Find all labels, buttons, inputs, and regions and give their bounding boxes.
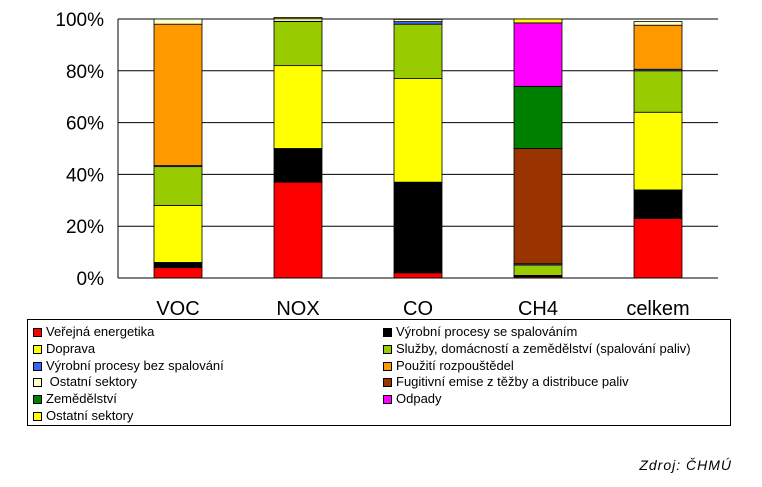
legend-label: Výrobní procesy se spalováním xyxy=(396,324,578,339)
legend-swatch xyxy=(33,361,42,371)
legend-item: Odpady xyxy=(383,391,442,407)
bar-segment-2-2 xyxy=(393,78,443,183)
source-note: Zdroj: ČHMÚ xyxy=(639,457,732,473)
y-tick-label: 100% xyxy=(55,10,104,31)
bar-segment-0-1 xyxy=(153,262,203,269)
legend-label: Odpady xyxy=(396,391,442,407)
bar-segment-2-3 xyxy=(393,23,443,79)
bar-segment-4-0 xyxy=(633,218,683,279)
legend-swatch xyxy=(383,344,392,354)
axes xyxy=(117,19,718,279)
legend-label: Doprava xyxy=(46,340,96,356)
bar-segment-0-6 xyxy=(153,18,203,25)
legend-item: Použití rozpouštědel xyxy=(383,358,514,374)
bar-segment-0-2 xyxy=(153,205,203,263)
bar-segment-3-8 xyxy=(513,85,563,149)
bar-segment-4-5 xyxy=(633,24,683,70)
legend-item: Ostatní sektory xyxy=(33,374,137,390)
y-tick-label: 0% xyxy=(77,269,105,290)
bars xyxy=(153,17,683,279)
legend-swatch xyxy=(33,344,42,354)
legend-swatch xyxy=(33,328,42,337)
legend-label: Veřejná energetika xyxy=(46,324,155,339)
legend-item: Veřejná energetika xyxy=(33,324,154,340)
bar-segment-0-0 xyxy=(153,267,203,279)
legend-label: Použití rozpouštědel xyxy=(396,357,514,373)
bar-segment-1-0 xyxy=(273,181,323,279)
legend-label: Zemědělství xyxy=(46,391,117,407)
legend-label: Výrobní procesy bez spalování xyxy=(46,357,224,373)
bar-segment-0-3 xyxy=(153,166,203,206)
legend-swatch xyxy=(383,361,392,371)
bar-segment-3-7 xyxy=(513,148,563,265)
legend-label: Ostatní sektory xyxy=(46,374,138,390)
legend-item: Zemědělství xyxy=(33,391,117,407)
legend-item: Výrobní procesy se spalováním xyxy=(383,324,577,340)
legend-item: Výrobní procesy bez spalování xyxy=(33,358,224,374)
legend-label: Služby, domácností a zemědělství (spalov… xyxy=(396,340,691,356)
bar-segment-3-9 xyxy=(513,22,563,87)
bar-segment-3-3 xyxy=(513,264,563,276)
x-category-label: VOC xyxy=(156,298,199,320)
x-category-label: celkem xyxy=(626,298,689,320)
legend-label: Ostatní sektory xyxy=(46,408,134,423)
y-tick-label: 60% xyxy=(66,114,104,135)
legend: Veřejná energetika Výrobní procesy se spa… xyxy=(27,319,731,426)
legend-item: Ostatní sektory xyxy=(33,408,133,424)
legend-item: Doprava xyxy=(33,341,95,357)
bar-segment-1-2 xyxy=(273,65,323,149)
bar-segment-4-3 xyxy=(633,70,683,113)
bar-segment-0-5 xyxy=(153,23,203,166)
y-tick-label: 80% xyxy=(66,62,104,83)
bar-segment-1-3 xyxy=(273,21,323,67)
legend-swatch xyxy=(33,395,42,405)
legend-swatch xyxy=(33,412,42,421)
legend-swatch xyxy=(383,378,392,388)
legend-swatch xyxy=(383,328,392,337)
x-category-label: NOX xyxy=(276,298,319,320)
y-tick-label: 20% xyxy=(66,217,104,238)
y-tick-labels: 0% 20% 40% 60% 80% 100% xyxy=(55,10,104,290)
y-tick-label: 40% xyxy=(66,165,104,186)
x-category-label: CH4 xyxy=(518,298,558,320)
bar-segment-4-6 xyxy=(633,21,683,26)
bar-segment-2-0 xyxy=(393,272,443,279)
legend-swatch xyxy=(33,378,42,388)
legend-label: Fugitivní emise z těžby a distribuce pal… xyxy=(396,374,629,390)
x-category-labels: VOC NOX CO CH4 celkem xyxy=(156,298,689,320)
bar-segment-1-10 xyxy=(273,17,323,20)
legend-item: Služby, domácností a zemědělství (spalov… xyxy=(383,341,691,357)
bar-segment-1-1 xyxy=(273,148,323,183)
bar-segment-3-10 xyxy=(513,18,563,24)
bar-segment-4-1 xyxy=(633,189,683,219)
bar-segment-2-1 xyxy=(393,181,443,274)
x-category-label: CO xyxy=(403,298,433,320)
legend-item: Fugitivní emise z těžby a distribuce pal… xyxy=(383,374,629,390)
legend-swatch xyxy=(383,395,392,405)
bar-segment-4-2 xyxy=(633,111,683,191)
